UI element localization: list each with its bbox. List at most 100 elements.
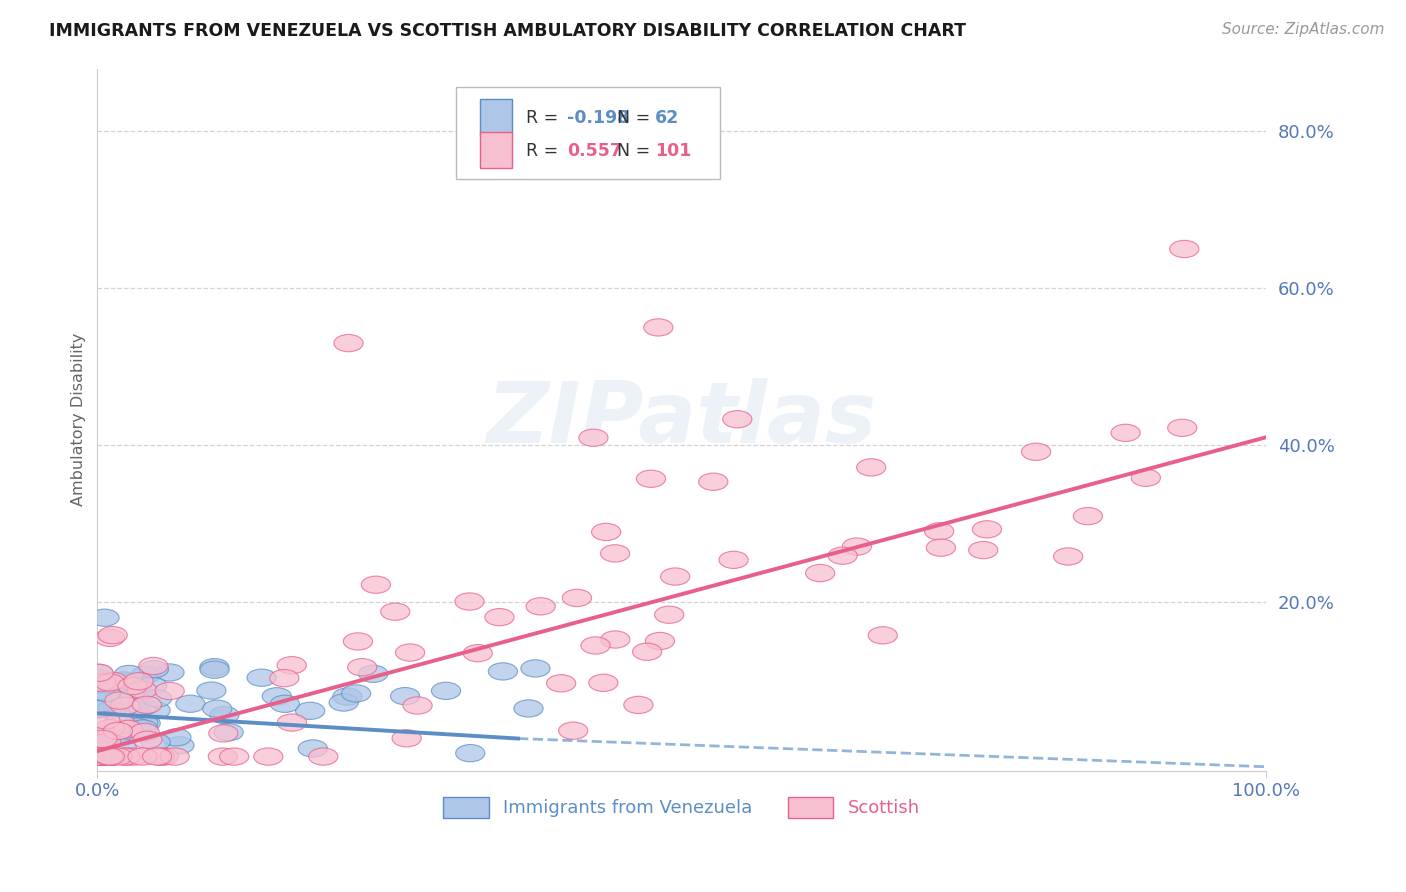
Ellipse shape [87, 747, 117, 765]
Ellipse shape [333, 688, 361, 706]
Ellipse shape [208, 724, 238, 742]
Ellipse shape [347, 658, 377, 676]
Ellipse shape [141, 702, 170, 719]
Ellipse shape [91, 684, 120, 702]
Ellipse shape [103, 726, 132, 743]
Ellipse shape [83, 747, 112, 765]
Ellipse shape [84, 742, 114, 760]
Ellipse shape [600, 631, 630, 648]
Ellipse shape [513, 700, 543, 717]
Ellipse shape [298, 739, 328, 757]
Ellipse shape [581, 637, 610, 654]
Text: IMMIGRANTS FROM VENEZUELA VS SCOTTISH AMBULATORY DISABILITY CORRELATION CHART: IMMIGRANTS FROM VENEZUELA VS SCOTTISH AM… [49, 22, 966, 40]
Ellipse shape [359, 665, 388, 682]
Ellipse shape [124, 673, 153, 690]
Ellipse shape [579, 429, 607, 446]
Ellipse shape [633, 643, 662, 660]
Ellipse shape [139, 657, 167, 674]
Ellipse shape [120, 675, 149, 692]
Ellipse shape [86, 747, 114, 765]
Ellipse shape [83, 747, 112, 765]
Ellipse shape [107, 716, 136, 733]
Ellipse shape [94, 747, 122, 765]
Ellipse shape [969, 541, 998, 558]
Ellipse shape [1170, 240, 1199, 258]
Ellipse shape [114, 721, 142, 738]
Ellipse shape [120, 747, 149, 765]
Ellipse shape [927, 539, 956, 557]
Ellipse shape [97, 747, 127, 765]
Ellipse shape [973, 521, 1001, 538]
Ellipse shape [128, 714, 157, 731]
Ellipse shape [197, 681, 226, 699]
Ellipse shape [277, 657, 307, 673]
Text: N =: N = [617, 109, 657, 127]
Ellipse shape [723, 410, 752, 428]
Text: ZIPatlas: ZIPatlas [486, 378, 877, 461]
Ellipse shape [83, 701, 112, 718]
Ellipse shape [105, 692, 134, 709]
Ellipse shape [600, 545, 630, 562]
Ellipse shape [98, 673, 128, 690]
Ellipse shape [89, 731, 117, 747]
Ellipse shape [868, 627, 897, 644]
Ellipse shape [1053, 548, 1083, 566]
Ellipse shape [84, 747, 114, 765]
Text: R =: R = [526, 109, 564, 127]
Ellipse shape [520, 660, 550, 677]
FancyBboxPatch shape [479, 99, 512, 136]
Ellipse shape [96, 720, 125, 737]
Ellipse shape [129, 723, 159, 740]
Ellipse shape [219, 747, 249, 765]
Ellipse shape [91, 734, 121, 751]
Ellipse shape [105, 714, 135, 731]
Ellipse shape [806, 565, 835, 582]
Ellipse shape [214, 723, 243, 741]
Ellipse shape [624, 697, 652, 714]
Ellipse shape [381, 603, 409, 620]
Ellipse shape [155, 664, 184, 681]
Ellipse shape [149, 747, 179, 765]
Ellipse shape [1111, 425, 1140, 442]
Text: 0.557: 0.557 [567, 142, 621, 160]
Ellipse shape [96, 730, 125, 747]
Ellipse shape [112, 747, 142, 765]
Ellipse shape [1167, 419, 1197, 436]
Ellipse shape [118, 723, 148, 741]
Ellipse shape [120, 690, 149, 706]
Ellipse shape [132, 731, 162, 748]
Ellipse shape [547, 674, 576, 692]
Ellipse shape [84, 665, 114, 681]
Ellipse shape [97, 747, 127, 765]
FancyBboxPatch shape [456, 87, 720, 179]
Ellipse shape [112, 674, 142, 691]
Ellipse shape [142, 690, 172, 707]
Ellipse shape [270, 695, 299, 713]
Ellipse shape [139, 661, 169, 678]
Ellipse shape [485, 608, 515, 626]
Ellipse shape [404, 697, 432, 714]
Ellipse shape [97, 701, 125, 719]
Ellipse shape [103, 747, 132, 765]
Ellipse shape [392, 730, 422, 747]
Ellipse shape [132, 697, 162, 714]
Ellipse shape [120, 702, 149, 719]
Ellipse shape [90, 676, 118, 693]
Ellipse shape [200, 661, 229, 678]
Ellipse shape [655, 606, 683, 624]
Ellipse shape [145, 747, 174, 765]
Ellipse shape [343, 632, 373, 650]
Ellipse shape [108, 672, 138, 690]
Ellipse shape [526, 598, 555, 615]
Ellipse shape [589, 674, 617, 691]
Ellipse shape [118, 677, 148, 695]
Ellipse shape [128, 747, 157, 765]
FancyBboxPatch shape [479, 132, 512, 169]
Ellipse shape [361, 576, 391, 593]
Ellipse shape [87, 726, 115, 743]
Ellipse shape [661, 568, 690, 585]
Ellipse shape [247, 669, 276, 686]
Ellipse shape [114, 695, 143, 712]
Ellipse shape [309, 747, 337, 765]
Text: R =: R = [526, 142, 564, 160]
